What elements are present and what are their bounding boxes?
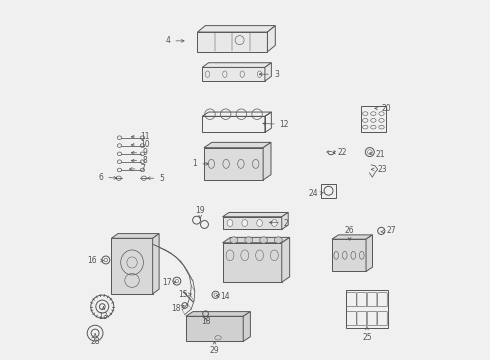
Polygon shape	[204, 142, 271, 148]
Text: 4: 4	[166, 36, 184, 45]
Bar	[346, 290, 388, 328]
Polygon shape	[332, 235, 372, 239]
Bar	[186, 316, 243, 341]
Bar	[197, 32, 268, 52]
Text: 22: 22	[333, 148, 346, 157]
Text: 16: 16	[87, 256, 103, 265]
Polygon shape	[153, 234, 159, 294]
Text: 5: 5	[147, 174, 164, 183]
Polygon shape	[111, 234, 159, 238]
Text: 23: 23	[371, 166, 387, 175]
Polygon shape	[222, 212, 288, 217]
Text: 29: 29	[210, 341, 220, 355]
Polygon shape	[282, 237, 290, 282]
Text: 25: 25	[362, 327, 372, 342]
Ellipse shape	[274, 237, 282, 243]
Ellipse shape	[227, 220, 233, 226]
Polygon shape	[202, 63, 271, 67]
Polygon shape	[282, 212, 288, 229]
Polygon shape	[263, 142, 271, 180]
Ellipse shape	[245, 237, 253, 243]
Text: 14: 14	[217, 292, 230, 301]
Ellipse shape	[242, 220, 247, 226]
Polygon shape	[243, 312, 250, 341]
Text: 17: 17	[162, 278, 176, 287]
Text: 13: 13	[98, 307, 108, 321]
Text: 18: 18	[172, 303, 184, 312]
Polygon shape	[186, 312, 250, 316]
Text: 18: 18	[201, 317, 210, 326]
Ellipse shape	[257, 220, 263, 226]
Bar	[202, 67, 265, 81]
Text: 26: 26	[345, 226, 355, 240]
Bar	[222, 217, 282, 229]
Polygon shape	[222, 237, 290, 243]
Text: 8: 8	[131, 156, 147, 165]
Ellipse shape	[260, 237, 268, 243]
Bar	[361, 105, 386, 132]
Text: 20: 20	[375, 104, 392, 113]
Bar	[204, 148, 263, 180]
Polygon shape	[265, 63, 271, 81]
Text: 24: 24	[308, 189, 323, 198]
Text: 2: 2	[270, 219, 289, 228]
Bar	[222, 243, 282, 282]
Text: 21: 21	[369, 150, 385, 159]
Ellipse shape	[230, 237, 238, 243]
Text: 28: 28	[90, 334, 100, 346]
Polygon shape	[268, 26, 275, 52]
Text: 19: 19	[196, 206, 205, 218]
Bar	[321, 184, 336, 198]
Text: 9: 9	[131, 148, 147, 157]
Polygon shape	[197, 26, 275, 32]
Text: 15: 15	[178, 290, 191, 299]
Text: 1: 1	[193, 159, 208, 168]
Bar	[111, 238, 153, 294]
Bar	[202, 116, 265, 132]
Text: 10: 10	[131, 140, 149, 149]
Text: 7: 7	[129, 164, 145, 173]
Text: 3: 3	[259, 70, 279, 79]
Text: 27: 27	[381, 226, 396, 235]
Text: 12: 12	[263, 120, 289, 129]
Bar	[332, 239, 366, 271]
Text: 6: 6	[98, 173, 117, 182]
Text: 11: 11	[131, 132, 149, 141]
Polygon shape	[366, 235, 372, 271]
Ellipse shape	[271, 220, 277, 226]
